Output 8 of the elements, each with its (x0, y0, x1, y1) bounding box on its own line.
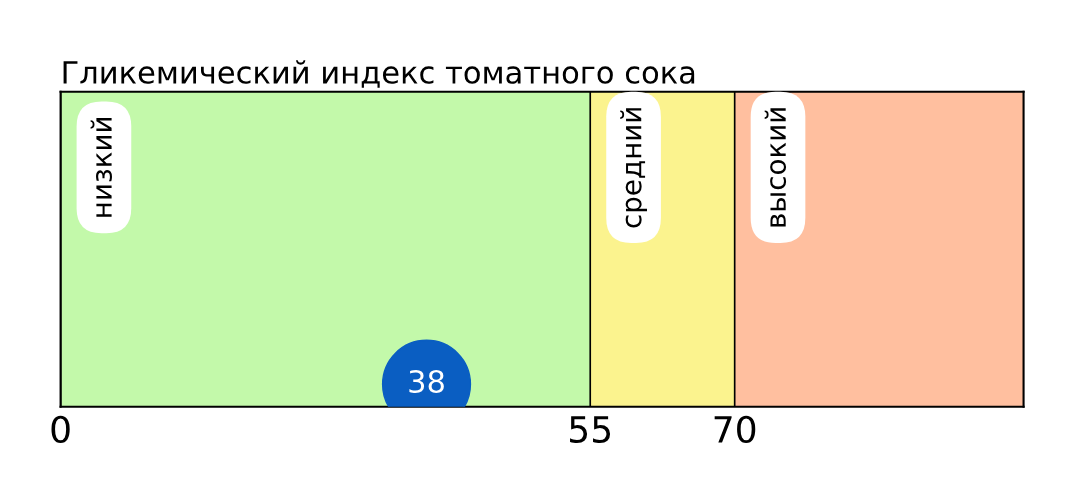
data-label: 38 (409, 369, 444, 394)
chart-title: Гликемический индекс томатного сока (63, 60, 695, 88)
x-tick-label: 70 (714, 415, 756, 444)
band-label: низкий (90, 117, 112, 217)
x-tick-label: 55 (570, 416, 611, 444)
x-tick-label: 0 (51, 415, 70, 444)
band-label: высокий (764, 108, 787, 227)
band-label: средний (620, 108, 648, 228)
